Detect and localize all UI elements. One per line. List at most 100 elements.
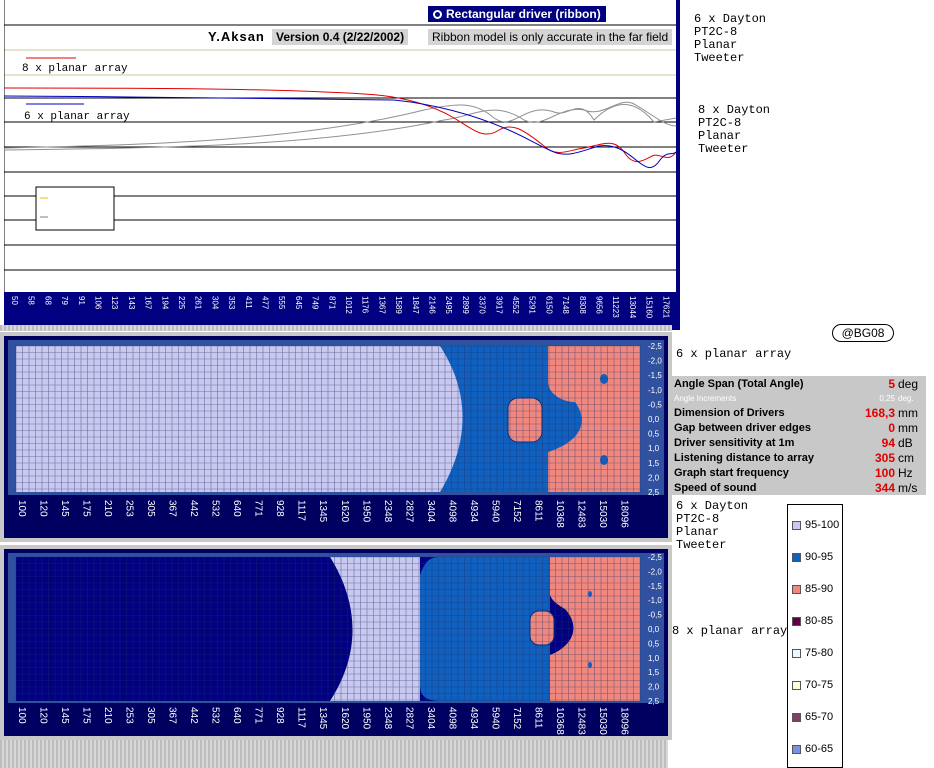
param-row: Graph start frequency 100 Hz [672, 465, 926, 480]
x-tick-label: 9656 [595, 296, 604, 314]
x-tick-label: 871 [327, 296, 336, 310]
param-label: Driver sensitivity at 1m [674, 436, 795, 449]
param-value[interactable]: 0 [888, 420, 895, 435]
x-tick-label: 1367 [377, 296, 386, 314]
x-tick-label: 145 [59, 707, 70, 724]
x-tick-label: 5940 [489, 707, 500, 730]
radio-selected-icon[interactable] [433, 10, 442, 19]
driver-mode-radio[interactable]: Rectangular driver (ribbon) [428, 6, 606, 22]
param-unit: deg [898, 376, 919, 391]
param-value[interactable]: 0,25 [879, 393, 895, 403]
legend-item: 60-65 [792, 743, 833, 755]
y-tick-label: 1,0 [648, 654, 660, 663]
x-tick-label: 175 [81, 707, 92, 724]
x-tick-label: 749 [311, 296, 320, 310]
x-tick-label: 4552 [511, 296, 520, 314]
side-label-bottom: 8 x planar array [672, 624, 788, 638]
x-tick-label: 3917 [494, 296, 503, 314]
x-tick-label: 1589 [394, 296, 403, 314]
param-value[interactable]: 344 [874, 480, 895, 495]
legend-item: 90-95 [792, 551, 833, 563]
x-tick-label: 304 [210, 296, 219, 310]
param-row: Driver sensitivity at 1m 94 dB [672, 435, 926, 450]
x-tick-label: 7152 [511, 707, 522, 730]
x-tick-label: 1620 [339, 500, 350, 523]
x-tick-label: 1345 [317, 500, 328, 523]
legend-swatch [792, 648, 801, 658]
x-tick-label: 100 [16, 500, 27, 517]
x-tick-label: 68 [43, 296, 52, 305]
y-tick-label: 0,5 [648, 639, 660, 648]
param-label: Gap between driver edges [674, 421, 811, 434]
legend-swatch [792, 552, 801, 562]
x-tick-label: 1847 [411, 296, 420, 314]
y-tick-label: -0,5 [648, 400, 662, 409]
param-row: Listening distance to array 305 cm [672, 450, 926, 465]
param-label: Listening distance to array [674, 451, 814, 464]
legend-swatch [792, 744, 801, 754]
legend-item: 75-80 [792, 647, 833, 659]
x-tick-label: 253 [124, 707, 135, 724]
legend-label: 70-75 [805, 679, 834, 691]
param-value[interactable]: 5 [888, 376, 895, 391]
x-tick-label: 210 [102, 500, 113, 517]
x-tick-label: 1950 [360, 707, 371, 730]
x-tick-label: 15160 [645, 296, 654, 319]
param-unit: Hz [898, 465, 913, 480]
x-tick-label: 5291 [528, 296, 537, 314]
series-red [4, 87, 677, 162]
x-tick-label: 50 [10, 296, 19, 305]
legend-item: 70-75 [792, 679, 833, 691]
x-tick-label: 6150 [544, 296, 553, 314]
param-unit: cm [898, 450, 914, 465]
x-tick-label: 91 [77, 296, 86, 305]
x-tick-label: 123 [110, 296, 119, 310]
legend-item: 80-85 [792, 615, 833, 627]
x-tick-label: 145 [59, 500, 70, 517]
x-tick-label: 2146 [428, 296, 437, 314]
x-tick-label: 8611 [532, 500, 543, 522]
param-unit: mm [898, 405, 918, 420]
x-tick-label: 477 [261, 296, 270, 310]
x-tick-label: 175 [81, 500, 92, 517]
x-tick-label: 3404 [425, 707, 436, 730]
x-tick-label: 305 [145, 707, 156, 724]
x-tick-label: 1176 [361, 296, 370, 314]
param-label: Graph start frequency [674, 466, 789, 479]
x-tick-label: 2827 [403, 500, 414, 523]
param-row: Gap between driver edges 0 mm [672, 420, 926, 435]
legend-item: 65-70 [792, 711, 833, 723]
y-tick-label: -1,0 [648, 386, 662, 395]
param-unit: deg. [898, 393, 914, 403]
legend-6x: 6 x planar array [24, 111, 130, 123]
y-tick-label: -2,5 [648, 553, 662, 562]
legend-label: 85-90 [805, 583, 834, 595]
param-value[interactable]: 94 [881, 435, 895, 450]
param-value[interactable]: 305 [874, 450, 895, 465]
param-row: Angle Increments 0,25 deg. [672, 391, 926, 405]
x-tick-label: 3404 [425, 500, 436, 523]
author-label: Y.Aksan [208, 29, 265, 44]
param-unit: dB [898, 435, 913, 450]
x-tick-label: 194 [160, 296, 169, 310]
x-tick-label: 532 [210, 500, 221, 517]
x-tick-label: 120 [38, 707, 49, 724]
param-value[interactable]: 168,3 [864, 405, 895, 420]
x-tick-label: 367 [167, 707, 178, 724]
y-tick-label: 2,5 [648, 488, 660, 497]
y-tick-label: -2,0 [648, 567, 662, 576]
y-tick-label: -1,0 [648, 596, 662, 605]
x-tick-label: 1620 [339, 707, 350, 730]
x-tick-label: 167 [144, 296, 153, 310]
frequency-response-chart: 8 x planar array 6 x planar array 50 58 68… [4, 0, 680, 330]
y-tick-label: -2,0 [648, 357, 662, 366]
x-tick-label: 12483 [575, 500, 586, 528]
param-value[interactable]: 100 [874, 465, 895, 480]
x-tick-label: 1012 [344, 296, 353, 314]
ribbon-note: Ribbon model is only accurate in the far… [428, 29, 673, 45]
heatmap-6x: -2,5 -2,0 -1,5 -1,0 -0,5 0,0 0,5 1,0 1,5 2,0 2,5 1… [0, 332, 672, 542]
legend-item: 85-90 [792, 583, 833, 595]
version-label: Version 0.4 (2/22/2002) [272, 29, 409, 45]
side-label-mid-a: 6 x planar array [676, 347, 792, 361]
param-label: Speed of sound [674, 481, 757, 494]
